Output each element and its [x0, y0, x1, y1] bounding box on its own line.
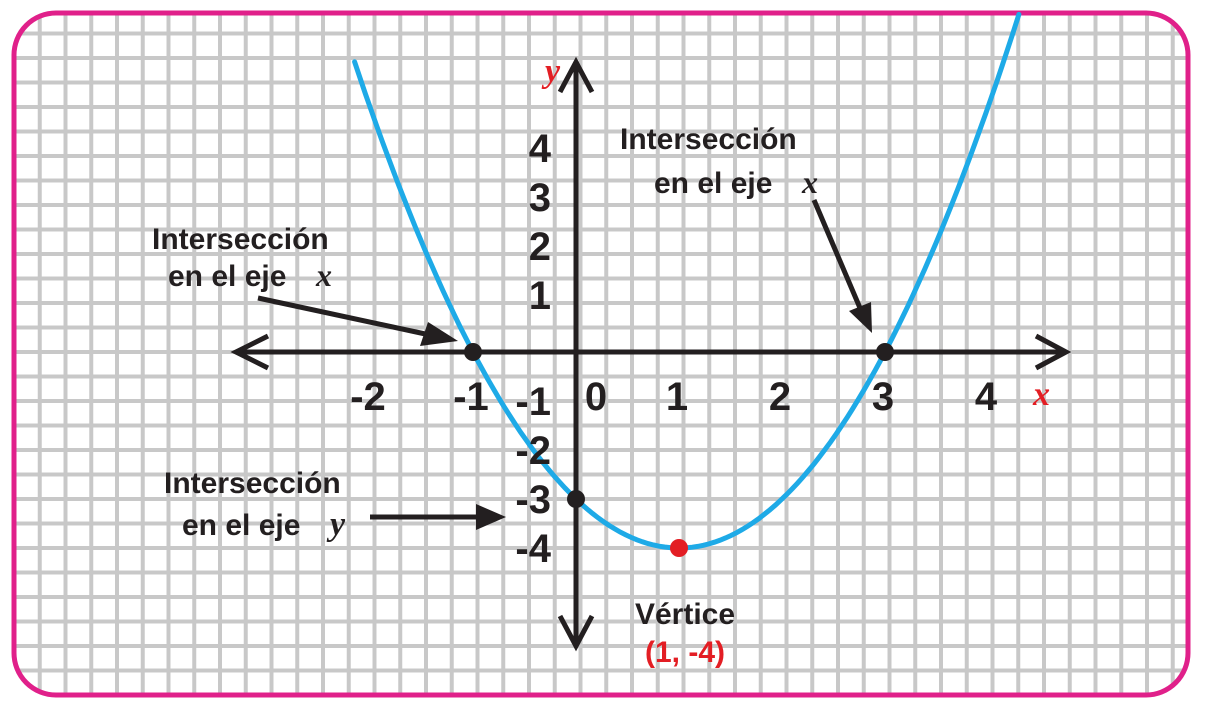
y-axis-label: y — [541, 53, 561, 90]
x-axis — [230, 333, 1072, 371]
key-point — [567, 490, 585, 508]
annotation-x-intercept-left-line2: en el eje — [168, 260, 286, 293]
x-tick-label: 1 — [666, 375, 688, 419]
annotation-x-intercept-left: Intersección en el eje x — [152, 223, 332, 293]
arrow-shaft — [811, 199, 863, 309]
x-tick-label: 2 — [769, 375, 791, 419]
y-axis — [557, 56, 595, 652]
y-tick-label: -1 — [515, 380, 551, 424]
arrow-to-y-intercept — [370, 504, 506, 530]
annotation-y-intercept-line2: en el eje — [182, 509, 300, 542]
y-tick-label: -4 — [515, 527, 551, 571]
arrow-shaft — [257, 295, 431, 338]
annotation-x-intercept-left-line1: Intersección — [152, 223, 329, 256]
y-axis-arrow-top — [557, 56, 595, 94]
annotation-x-intercept-left-var: x — [315, 257, 332, 293]
arrow-head — [420, 322, 458, 346]
annotation-x-intercept-right: Intersección en el eje x — [620, 123, 818, 200]
y-tick-label: 4 — [529, 127, 552, 171]
arrow-to-left-x-intercept — [257, 295, 458, 346]
annotation-x-intercept-right-line1: Intersección — [620, 123, 797, 156]
y-axis-arrow-bottom — [557, 614, 595, 652]
key-point — [670, 539, 688, 557]
vertex-coordinates: (1, -4) — [645, 636, 725, 669]
annotation-x-intercept-right-line2: en el eje — [654, 167, 772, 200]
x-tick-labels: -2 -1 0 1 2 3 4 — [350, 375, 998, 419]
x-axis-arrow-left — [230, 333, 270, 371]
annotation-vertex: Vértice (1, -4) — [635, 598, 735, 669]
x-axis-arrow-right — [1034, 333, 1072, 371]
annotation-y-intercept-var: y — [326, 506, 346, 543]
x-axis-label: x — [1032, 376, 1050, 413]
y-tick-labels: 4 3 2 1 -1 -2 -3 -4 — [515, 127, 551, 571]
x-tick-label: -1 — [453, 375, 489, 419]
x-tick-label: 0 — [585, 375, 607, 419]
arrow-head — [476, 504, 506, 530]
key-point — [464, 343, 482, 361]
x-tick-label: 4 — [975, 375, 998, 419]
vertex-label: Vértice — [635, 598, 735, 631]
plot-frame-border — [11, 10, 1191, 698]
y-tick-label: -3 — [515, 478, 551, 522]
y-tick-label: 3 — [529, 176, 551, 220]
arrow-head — [849, 302, 872, 333]
arrow-to-right-x-intercept — [811, 199, 872, 333]
annotation-y-intercept-line1: Intersección — [164, 467, 341, 500]
key-points — [464, 343, 894, 557]
x-tick-label: -2 — [350, 375, 386, 419]
annotation-x-intercept-right-var: x — [801, 164, 818, 200]
y-tick-label: 2 — [529, 225, 551, 269]
key-point — [876, 343, 894, 361]
y-tick-label: -2 — [515, 429, 551, 473]
x-tick-label: 3 — [872, 375, 894, 419]
y-tick-label: 1 — [529, 274, 551, 318]
annotation-y-intercept: Intersección en el eje y — [164, 467, 346, 543]
